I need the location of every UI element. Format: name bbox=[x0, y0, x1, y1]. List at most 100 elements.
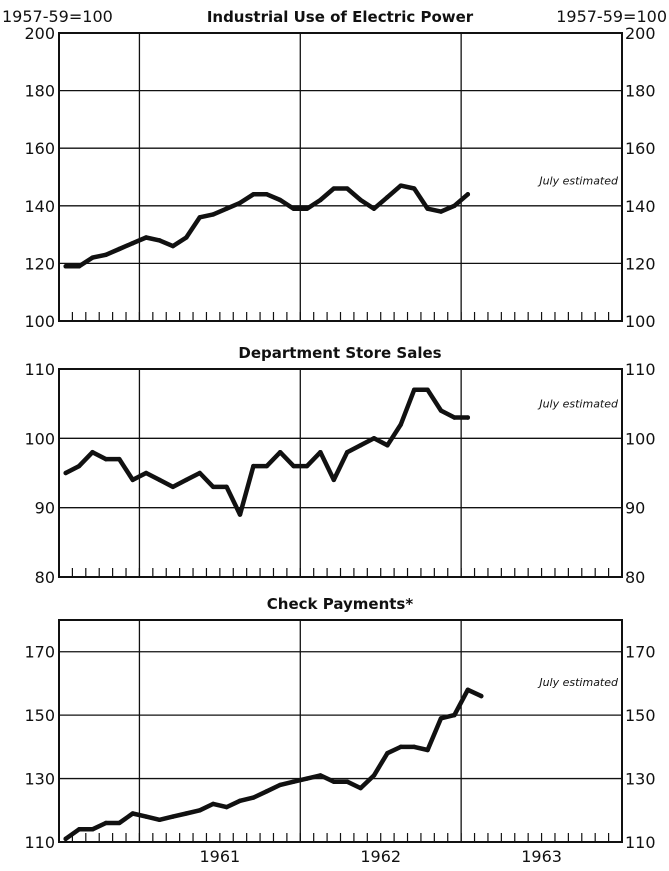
data-point bbox=[277, 450, 283, 455]
chart-title: Department Store Sales bbox=[238, 344, 441, 362]
data-point bbox=[63, 470, 68, 476]
data-point bbox=[331, 779, 336, 784]
data-point bbox=[452, 203, 457, 208]
data-point bbox=[277, 197, 283, 203]
annotation-july-estimated: July estimated bbox=[537, 398, 619, 411]
data-point bbox=[465, 415, 471, 420]
data-point bbox=[331, 186, 336, 191]
data-point bbox=[184, 811, 189, 816]
data-point bbox=[197, 215, 202, 220]
data-point bbox=[479, 693, 484, 699]
x-tick-label: 1962 bbox=[360, 847, 401, 866]
data-point bbox=[197, 470, 202, 476]
data-point bbox=[331, 477, 336, 483]
data-point bbox=[117, 820, 122, 826]
y-tick-label-left: 140 bbox=[24, 197, 55, 216]
data-point bbox=[291, 779, 296, 784]
y-tick-label-right: 120 bbox=[625, 254, 656, 273]
data-point bbox=[371, 206, 377, 211]
data-point bbox=[157, 477, 162, 483]
annotation-july-estimated: July estimated bbox=[537, 174, 619, 187]
y-tick-label-left: 180 bbox=[24, 82, 55, 101]
y-tick-label-left: 110 bbox=[24, 360, 55, 379]
chart-title: Check Payments* bbox=[267, 595, 414, 613]
data-point bbox=[170, 814, 176, 819]
data-point bbox=[224, 206, 229, 211]
annotation-july-estimated: July estimated bbox=[537, 676, 619, 689]
data-point bbox=[318, 450, 323, 455]
data-point bbox=[103, 456, 109, 462]
y-tick-label-left: 160 bbox=[24, 139, 55, 158]
data-point bbox=[264, 463, 269, 469]
chart-panel-2: Department Store Sales 80 80 90 90 100 100 110 1… bbox=[24, 344, 655, 587]
y-tick-label-left: 90 bbox=[35, 499, 55, 518]
data-point bbox=[184, 235, 189, 240]
data-point bbox=[345, 779, 350, 784]
y-tick-label-right: 140 bbox=[625, 197, 656, 216]
data-point bbox=[197, 808, 202, 813]
data-point bbox=[304, 206, 310, 211]
data-point bbox=[358, 785, 363, 791]
data-point bbox=[76, 827, 82, 832]
data-point bbox=[398, 422, 404, 427]
data-point bbox=[170, 243, 176, 249]
data-point bbox=[438, 716, 444, 721]
data-point bbox=[117, 246, 122, 252]
left-scale-label: 1957-59=100 bbox=[2, 7, 113, 26]
data-point bbox=[90, 255, 95, 260]
data-point bbox=[438, 408, 444, 413]
data-point bbox=[452, 712, 457, 718]
data-point bbox=[76, 264, 82, 269]
data-point bbox=[465, 687, 471, 692]
plot-frame bbox=[58, 619, 623, 843]
x-tick-label: 1961 bbox=[199, 847, 240, 866]
data-point bbox=[304, 463, 310, 469]
data-point bbox=[304, 776, 310, 781]
data-point bbox=[103, 820, 109, 826]
data-point bbox=[63, 264, 68, 269]
series-line bbox=[63, 183, 471, 269]
y-tick-label-left: 120 bbox=[24, 254, 55, 273]
y-tick-label-right: 110 bbox=[625, 360, 656, 379]
y-tick-label-right: 180 bbox=[625, 82, 656, 101]
data-point bbox=[371, 773, 377, 778]
chart-panel-1: Industrial Use of Electric Power 100 100 12… bbox=[24, 8, 655, 331]
data-point bbox=[398, 183, 404, 188]
data-point bbox=[224, 484, 229, 490]
data-point bbox=[277, 782, 283, 788]
y-tick-label-right: 80 bbox=[625, 568, 645, 587]
y-tick-label-right: 110 bbox=[625, 833, 656, 852]
y-tick-label-right: 160 bbox=[625, 139, 656, 158]
data-point bbox=[184, 477, 189, 483]
data-point bbox=[398, 744, 404, 750]
data-point bbox=[291, 463, 296, 469]
data-point bbox=[103, 252, 109, 257]
y-tick-label-left: 170 bbox=[24, 643, 55, 662]
data-point bbox=[170, 484, 176, 490]
data-point bbox=[210, 212, 216, 217]
data-point bbox=[130, 811, 135, 816]
data-point bbox=[318, 197, 323, 203]
data-point bbox=[358, 197, 363, 203]
data-point bbox=[251, 463, 256, 469]
data-point bbox=[465, 192, 471, 197]
data-point bbox=[237, 200, 243, 206]
series-line bbox=[63, 387, 471, 517]
data-point bbox=[345, 450, 350, 455]
data-point bbox=[251, 795, 256, 800]
data-point bbox=[385, 751, 390, 756]
data-point bbox=[425, 387, 430, 392]
data-point bbox=[76, 463, 82, 469]
data-point bbox=[251, 192, 256, 197]
x-tick-label: 1963 bbox=[521, 847, 562, 866]
data-point bbox=[143, 470, 149, 476]
y-tick-label-left: 200 bbox=[24, 24, 55, 43]
data-point bbox=[237, 512, 243, 517]
y-tick-label-left: 100 bbox=[24, 429, 55, 448]
data-point bbox=[264, 789, 269, 794]
chart-panel-3: Check Payments* 110 110 130 130 150 150 170 170 J… bbox=[24, 595, 655, 866]
data-point bbox=[117, 456, 122, 462]
data-point bbox=[318, 773, 323, 778]
data-point bbox=[371, 436, 377, 441]
